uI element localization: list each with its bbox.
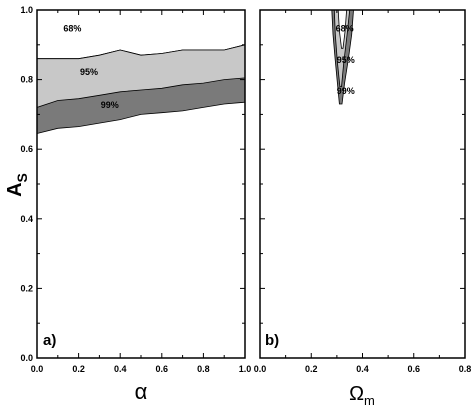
x-axis-title-subscript: m xyxy=(364,393,375,408)
x-tick-label: 1.0 xyxy=(239,364,252,374)
panel-b-x-axis-title: Ωm xyxy=(349,383,375,408)
y-tick-label: 0.6 xyxy=(20,144,33,154)
x-axis-title-main: Ω xyxy=(349,383,364,405)
contour-label-99: 99% xyxy=(101,100,119,110)
panel-b-ticks: 0.0 0.2 0.4 0.6 0.8 xyxy=(254,9,471,374)
x-tick-label: 0.2 xyxy=(305,364,318,374)
x-tick-label: 0.0 xyxy=(254,364,267,374)
panel-a-x-axis-title: α xyxy=(135,379,148,404)
panel-b: 0.0 0.2 0.4 0.6 0.8 99% 95% 68% b) Ωm xyxy=(254,9,471,408)
panel-a-y-axis-title: AS xyxy=(4,173,30,197)
contour-label-99: 99% xyxy=(337,86,355,96)
x-tick-label: 0.6 xyxy=(407,364,420,374)
panel-b-tag: b) xyxy=(265,332,279,349)
y-tick-label: 0.0 xyxy=(20,353,33,363)
y-axis-title-main: A xyxy=(4,182,26,196)
x-tick-label: 0.8 xyxy=(197,364,210,374)
x-tick-label: 0.2 xyxy=(72,364,85,374)
panel-b-frame xyxy=(259,9,466,359)
panel-b-regions xyxy=(331,9,354,105)
x-tick-label: 0.6 xyxy=(156,364,169,374)
panel-a-tag: a) xyxy=(43,332,56,349)
x-tick-label: 0.4 xyxy=(356,364,369,374)
y-tick-label: 0.2 xyxy=(20,283,33,293)
panel-a: 0.0 0.2 0.4 0.6 0.8 1.0 0.0 0.2 0.4 0.6 0.8 1.0 99%… xyxy=(4,5,251,404)
contour-label-95: 95% xyxy=(80,67,98,77)
contour-label-68: 68% xyxy=(63,23,81,33)
y-axis-title-subscript: S xyxy=(14,173,30,182)
panel-a-regions xyxy=(36,44,246,135)
y-tick-label: 0.4 xyxy=(20,214,33,224)
y-tick-label: 1.0 xyxy=(20,5,33,15)
y-tick-label: 0.8 xyxy=(20,75,33,85)
contour-label-95: 95% xyxy=(337,55,355,65)
x-tick-label: 0.4 xyxy=(114,364,127,374)
x-tick-label: 0.0 xyxy=(31,364,44,374)
panel-b-contour-labels: 99% 95% 68% xyxy=(336,23,355,96)
contour-label-68: 68% xyxy=(336,23,354,33)
x-tick-label: 0.8 xyxy=(459,364,471,374)
panel-a-ticks: 0.0 0.2 0.4 0.6 0.8 1.0 0.0 0.2 0.4 0.6 0.8 1.0 xyxy=(20,5,251,374)
panel-a-contour-labels: 99% 95% 68% xyxy=(63,23,118,110)
